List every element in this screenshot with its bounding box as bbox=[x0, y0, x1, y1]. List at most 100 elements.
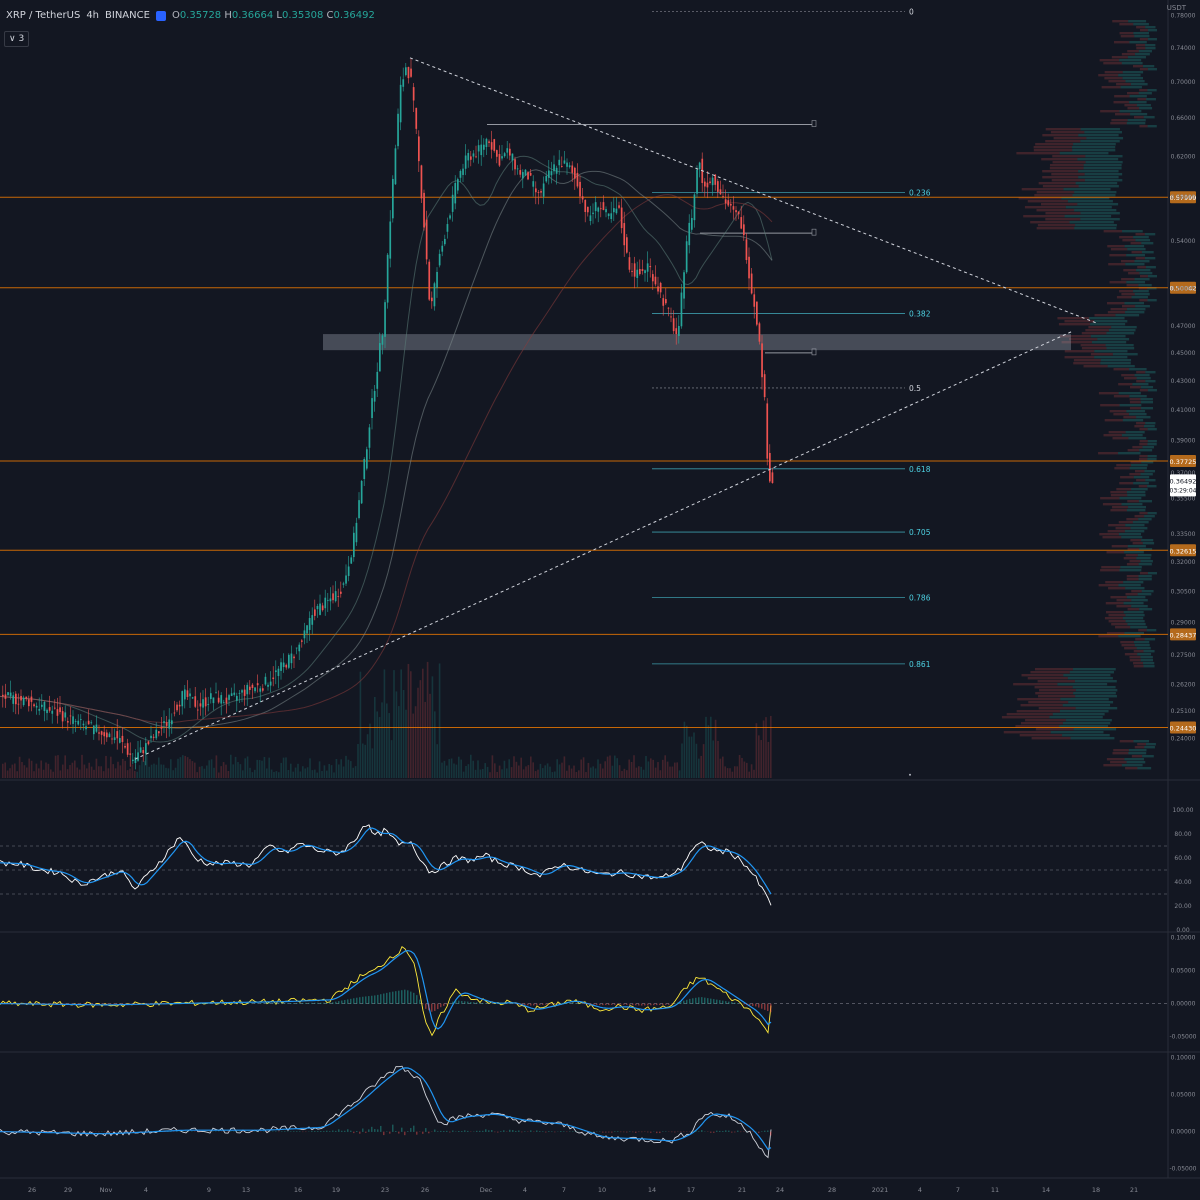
profile-bar-sell bbox=[1090, 353, 1113, 356]
volume-bar bbox=[501, 769, 503, 778]
macd-histogram-bar bbox=[77, 1003, 79, 1005]
candle-body bbox=[592, 212, 594, 215]
macd-histogram-bar bbox=[668, 1003, 670, 1005]
profile-bar-sell bbox=[1105, 611, 1124, 614]
volume-bar bbox=[666, 761, 669, 778]
macd2-histogram-bar bbox=[722, 1131, 724, 1132]
profile-bar-buy bbox=[1067, 677, 1113, 680]
profile-bar-buy bbox=[1147, 89, 1157, 92]
profile-bar-buy bbox=[1122, 71, 1144, 74]
candle-body bbox=[529, 172, 532, 176]
volume-bar bbox=[59, 770, 62, 778]
candle-body bbox=[685, 241, 688, 273]
volume-bar bbox=[465, 765, 467, 778]
volume-bar bbox=[148, 766, 150, 778]
volume-bar bbox=[563, 756, 566, 778]
candle-body bbox=[186, 690, 189, 697]
profile-bar-buy bbox=[1133, 290, 1149, 293]
profile-bar-sell bbox=[1094, 314, 1116, 317]
flag-icon[interactable] bbox=[155, 10, 166, 21]
volume-bar bbox=[323, 765, 326, 778]
volume-bar bbox=[580, 759, 582, 778]
macd2-histogram-bar bbox=[536, 1130, 538, 1132]
macd-histogram-bar bbox=[539, 1003, 541, 1006]
macd2-histogram-bar bbox=[485, 1129, 487, 1132]
profile-bar-buy bbox=[1119, 497, 1142, 500]
price-tick-label: 0.47000 bbox=[1171, 323, 1196, 330]
candle-body bbox=[737, 211, 740, 215]
candle-body bbox=[553, 164, 555, 172]
candle-body bbox=[35, 705, 38, 708]
candle-body bbox=[189, 693, 191, 697]
profile-bar-buy bbox=[1077, 158, 1119, 161]
profile-bar-buy bbox=[1084, 131, 1122, 134]
indicators-toggle[interactable]: ∨ 3 bbox=[4, 31, 30, 47]
candle-body bbox=[87, 720, 90, 725]
candle-body bbox=[714, 174, 717, 185]
volume-bar bbox=[33, 771, 35, 778]
macd2-histogram-bar bbox=[560, 1131, 562, 1132]
macd-tick-label: 0.05000 bbox=[1171, 967, 1196, 974]
profile-bar-buy bbox=[1075, 182, 1118, 185]
macd2-histogram-bar bbox=[548, 1131, 550, 1132]
volume-bar bbox=[582, 757, 585, 778]
price-tick-label: 0.62000 bbox=[1171, 153, 1196, 160]
macd-histogram-bar bbox=[674, 1003, 676, 1004]
volume-bar bbox=[261, 760, 263, 778]
profile-bar-sell bbox=[1025, 719, 1066, 722]
close-value: 0.36492 bbox=[333, 10, 375, 21]
macd2-histogram-bar bbox=[332, 1130, 334, 1132]
volume-bar bbox=[203, 768, 206, 778]
current-price-label: 0.36492 bbox=[1170, 477, 1197, 485]
profile-bar-sell bbox=[1053, 137, 1087, 140]
symbol-interval[interactable]: 4h bbox=[86, 10, 100, 21]
macd2-histogram-bar bbox=[464, 1130, 466, 1132]
volume-bar bbox=[642, 769, 645, 778]
profile-bar-sell bbox=[1139, 275, 1148, 278]
profile-bar-buy bbox=[1112, 353, 1138, 356]
macd2-histogram-bar bbox=[701, 1130, 703, 1132]
macd-histogram-bar bbox=[722, 1000, 724, 1004]
macd2-histogram-bar bbox=[320, 1131, 322, 1132]
profile-bar-buy bbox=[1059, 725, 1109, 728]
profile-bar-buy bbox=[1057, 683, 1108, 686]
macd2-histogram-bar bbox=[347, 1129, 349, 1132]
macd2-histogram-bar bbox=[404, 1131, 406, 1136]
profile-bar-buy bbox=[1100, 362, 1131, 365]
profile-bar-buy bbox=[1119, 59, 1142, 62]
profile-bar-sell bbox=[1102, 536, 1122, 539]
fib-anchor-dot bbox=[909, 773, 911, 776]
macd2-histogram-bar bbox=[440, 1130, 442, 1132]
profile-bar-buy bbox=[1122, 77, 1144, 80]
profile-bar-buy bbox=[1111, 326, 1137, 329]
macd2-histogram-bar bbox=[512, 1130, 514, 1132]
volume-bar bbox=[119, 765, 122, 778]
profile-bar-buy bbox=[1072, 194, 1116, 197]
volume-bar bbox=[160, 764, 162, 778]
volume-bar bbox=[530, 756, 532, 778]
macd-histogram-bar bbox=[86, 1003, 88, 1005]
symbol-legend[interactable]: XRP / TetherUS 4h BINANCE O0.35728 H0.36… bbox=[6, 10, 375, 21]
candle-body bbox=[555, 167, 558, 174]
symbol-pair[interactable]: XRP / TetherUS bbox=[6, 10, 81, 21]
profile-bar-sell bbox=[1129, 398, 1141, 401]
macd2-histogram-bar bbox=[617, 1131, 619, 1132]
macd-histogram-bar bbox=[341, 1000, 343, 1004]
candle-body bbox=[316, 605, 319, 610]
volume-bar bbox=[318, 761, 321, 778]
macd2-histogram-bar bbox=[437, 1131, 439, 1132]
volume-bar bbox=[117, 761, 119, 778]
profile-bar-buy bbox=[1126, 596, 1146, 599]
volume-bar bbox=[83, 764, 86, 778]
macd-histogram-bar bbox=[710, 998, 712, 1004]
profile-bar-sell bbox=[1133, 665, 1144, 668]
profile-bar-buy bbox=[1127, 119, 1146, 122]
macd-histogram-bar bbox=[755, 1003, 757, 1007]
macd-histogram-bar bbox=[350, 998, 352, 1004]
profile-bar-sell bbox=[1106, 302, 1125, 305]
candle-body bbox=[98, 732, 100, 734]
profile-bar-buy bbox=[1073, 728, 1117, 731]
candle-body bbox=[719, 189, 722, 195]
candle-body bbox=[646, 263, 649, 272]
